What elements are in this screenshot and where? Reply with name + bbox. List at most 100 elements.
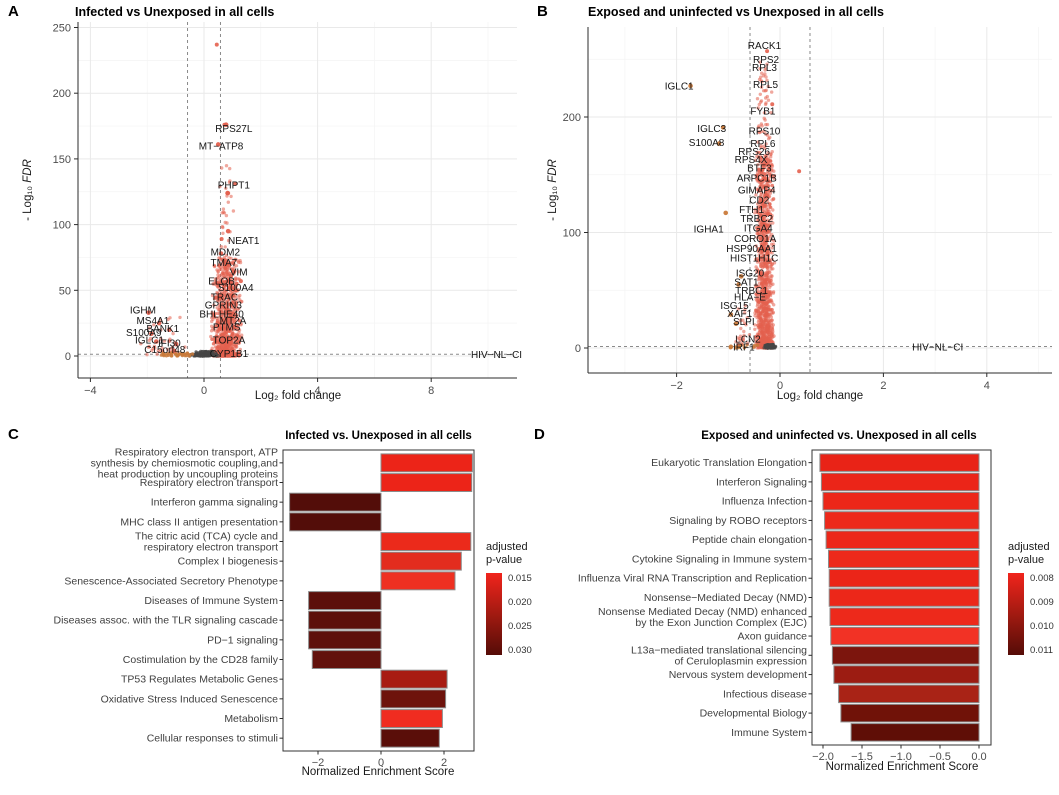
volcano-B-axes: 0 100 200 −2 0 2 4 [563,27,1052,392]
legend-tick-label: 0.025 [508,621,532,633]
category-label: Influenza Viral RNA Transcription and Re… [578,573,807,585]
category-label: The citric acid (TCA) cycle and respirato… [135,531,278,554]
x-tick-label: 4 [984,380,990,392]
category-label: Senescence-Associated Secretory Phenotyp… [64,575,278,587]
category-label: Developmental Biology [700,708,808,720]
gene-label: IGLC1 [135,336,164,347]
bar [840,703,980,723]
bar [380,473,473,493]
gene-label: CYP1B1 [210,349,249,360]
bar [380,709,443,728]
bar [380,532,472,551]
gene-label: BHLHE40 [199,309,244,320]
x-tick-label: −2.0 [812,751,834,763]
gene-point [223,122,229,128]
volcano-A-axes: 0 50 100 150 200 250 −4 0 4 8 [53,22,517,397]
volcano-B-points [688,49,802,350]
x-tick-label: 0 [777,380,783,392]
panel-a-ylabel: - Log₁₀ FDR [22,159,34,221]
gene-point [217,294,222,300]
category-label: Interferon gamma signaling [151,497,278,509]
panel-c-legend-title: adjusted p-value [486,541,528,567]
gene-point [225,228,231,234]
legend-gradient-bar [486,573,502,656]
gene-point [153,339,159,344]
bar [289,492,382,512]
panel-b-ylabel: - Log₁₀ FDR [547,159,559,221]
gene-label: IGLC1 [665,81,694,92]
gene-label: IGLC3 [697,124,726,135]
legend-tick-label: 0.008 [1030,573,1054,585]
bar [311,650,382,669]
x-tick-label: 0 [378,757,384,769]
legend-gradient-bar [1008,573,1024,656]
panel-b-letter: B [537,3,548,20]
y-tick-label: 150 [53,154,71,166]
gene-label: MT−ATP8 [199,141,244,152]
bar [831,646,980,665]
x-tick-label: −2 [312,757,325,769]
y-tick-label: 100 [53,220,71,232]
gene-point [221,337,226,343]
x-tick-label: 2 [441,757,447,769]
category-label: Cellular responses to stimuli [147,733,278,745]
gene-label: VIM [230,267,248,278]
category-label: Diseases of Immune System [144,595,278,607]
bar [308,610,382,630]
gene-label: TOP2A [213,336,246,347]
gene-label: CD2 [749,196,769,207]
category-label: Costimulation by the CD28 family [123,654,279,666]
bar [308,591,382,610]
legend-tick-label: 0.011 [1030,645,1054,657]
panel-c-legend-colorbar: 0.015 0.020 0.025 0.030 [486,573,532,659]
gene-label: HIV−NL−CI [912,342,963,353]
volcano-A-gene-labels: RPS27LMT−ATP8PHPT1NEAT1MDM2TMA7VIMELOBS1… [126,124,522,361]
x-tick-label: 0 [201,385,207,397]
gene-label: BTF3 [747,163,772,174]
gene-point [146,310,151,315]
panel-b-xlabel: Log₂ fold change [776,390,864,402]
panel-b-ylabel-italic: FDR [547,159,559,183]
gene-label: S100A9 [126,328,162,339]
gene-label: RPS26 [738,147,770,158]
panel-c-title: Infected vs. Unexposed in all cells [285,430,472,442]
x-tick-label: −1.0 [890,751,912,763]
category-label: Axon guidance [738,631,808,643]
panel-d-xlabel: Normalized Enrichment Score [825,761,979,773]
gene-label: IFI30 [158,338,181,349]
gene-label: TRAC [211,292,238,303]
panel-c-xlabel: Normalized Enrichment Score [301,766,455,778]
gene-label: RACK1 [748,41,782,52]
bars-D-category-labels: Eukaryotic Translation Elongation Interfe… [578,457,812,739]
panel-c-legend: adjusted p-value 0.015 0.020 0.025 0.030 [486,541,532,659]
legend-tick-label: 0.030 [508,645,532,657]
bar [830,626,980,646]
bar [819,453,980,472]
bar [828,588,980,607]
volcano-A-points [139,42,244,358]
gene-label: FTH1 [739,205,764,216]
bar [380,728,440,748]
legend-tick-label: 0.010 [1030,621,1054,633]
gene-label: PTMS [213,323,241,334]
panel-d-letter: D [534,426,545,443]
panel-d-legend: adjusted p-value 0.008 0.009 0.010 0.011 [1008,541,1054,659]
gene-label: ISG20 [736,268,765,279]
category-label: Oxidative Stress Induced Senescence [101,693,279,705]
gene-point [728,312,734,317]
bar [828,549,980,569]
gene-point [230,311,235,317]
gene-point [231,269,237,275]
panel-a-letter: A [8,3,19,20]
category-label: Respiratory electron transport [140,477,278,489]
gene-point [227,285,233,290]
gene-point [218,251,224,256]
gene-point [171,348,177,354]
bar [308,630,382,650]
gene-label: TMA7 [211,258,238,269]
category-label: Interferon Signaling [716,476,807,488]
gene-label: TRBC1 [735,286,768,297]
panel-d-legend-colorbar: 0.008 0.009 0.010 0.011 [1008,573,1054,659]
gene-label: RPL5 [753,80,778,91]
gene-label: HSP90AA1 [726,244,777,255]
